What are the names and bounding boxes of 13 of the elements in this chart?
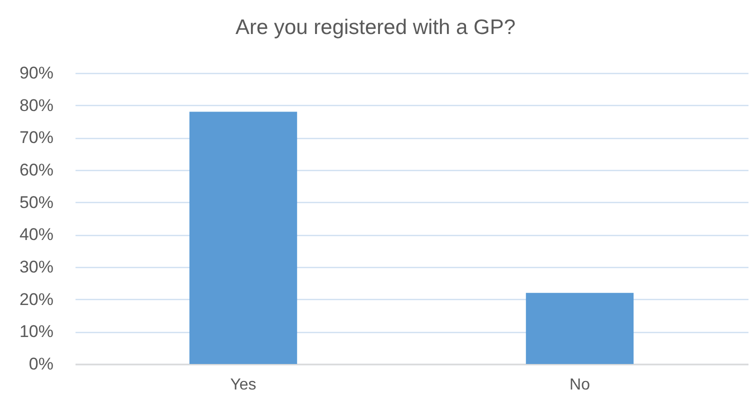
y-tick-label: 40% bbox=[19, 225, 54, 244]
x-tick-label: No bbox=[570, 376, 590, 394]
y-tick-label: 80% bbox=[19, 96, 54, 115]
y-tick-label: 30% bbox=[19, 258, 54, 276]
y-tick-label: 50% bbox=[19, 192, 54, 212]
y-tick-label: 10% bbox=[19, 322, 54, 342]
y-tick-label: 60% bbox=[19, 160, 54, 180]
chart-title: Are you registered with a GP? bbox=[235, 16, 516, 39]
x-tick-label: Yes bbox=[230, 376, 256, 394]
y-tick-label: 70% bbox=[19, 128, 54, 148]
y-tick-label: 0% bbox=[28, 354, 54, 374]
y-tick-label: 20% bbox=[19, 290, 54, 309]
y-tick-label: 90% bbox=[19, 64, 54, 82]
